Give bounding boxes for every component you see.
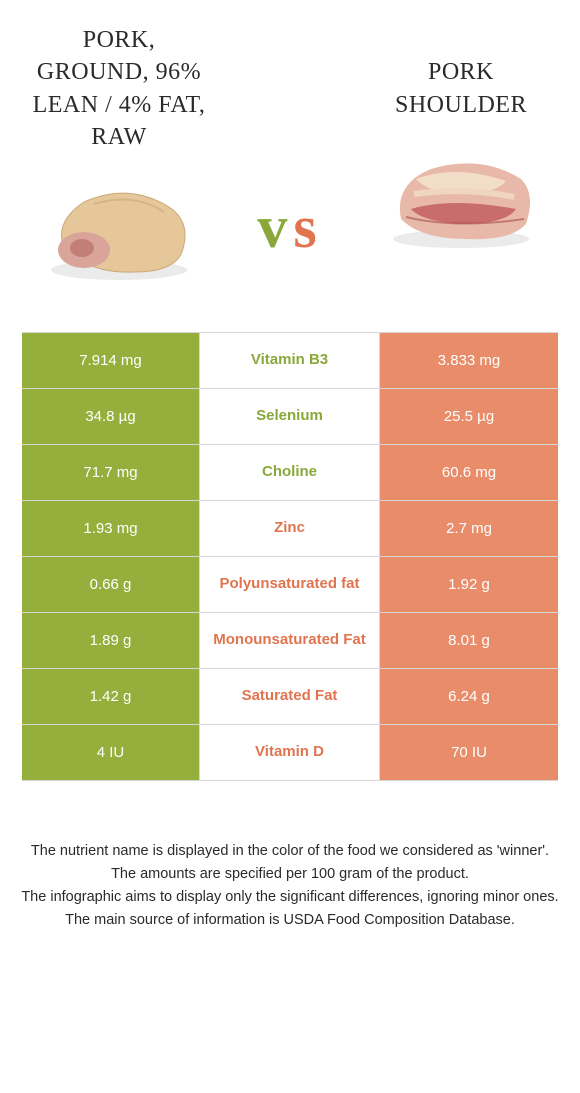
cell-right-value: 25.5 µg [380, 389, 558, 444]
cell-nutrient-label: Selenium [200, 389, 380, 444]
cell-nutrient-label: Vitamin B3 [200, 333, 380, 388]
cell-left-value: 0.66 g [22, 557, 200, 612]
footer-line-4: The main source of information is USDA F… [18, 910, 562, 931]
comparison-header: Pork, ground, 96% lean / 4% fat, raw vs … [0, 0, 580, 302]
cell-nutrient-label: Monounsaturated Fat [200, 613, 380, 668]
cell-left-value: 7.914 mg [22, 333, 200, 388]
cell-nutrient-label: Zinc [200, 501, 380, 556]
cell-right-value: 70 IU [380, 725, 558, 780]
cell-right-value: 8.01 g [380, 613, 558, 668]
product-left-title: Pork, ground, 96% lean / 4% fat, raw [24, 24, 214, 154]
nutrient-table: 7.914 mgVitamin B33.833 mg34.8 µgSeleniu… [22, 332, 558, 781]
vs-v: v [257, 194, 293, 260]
table-row: 34.8 µgSelenium25.5 µg [22, 389, 558, 445]
cell-right-value: 2.7 mg [380, 501, 558, 556]
cell-nutrient-label: Vitamin D [200, 725, 380, 780]
table-row: 1.42 gSaturated Fat6.24 g [22, 669, 558, 725]
cell-left-value: 1.42 g [22, 669, 200, 724]
cell-left-value: 71.7 mg [22, 445, 200, 500]
product-left: Pork, ground, 96% lean / 4% fat, raw [24, 24, 214, 292]
cell-right-value: 3.833 mg [380, 333, 558, 388]
cell-right-value: 60.6 mg [380, 445, 558, 500]
table-row: 7.914 mgVitamin B33.833 mg [22, 333, 558, 389]
product-right: Pork shoulder [366, 56, 556, 259]
cell-nutrient-label: Polyunsaturated fat [200, 557, 380, 612]
vs-s: s [293, 194, 322, 260]
cell-left-value: 1.93 mg [22, 501, 200, 556]
table-row: 0.66 gPolyunsaturated fat1.92 g [22, 557, 558, 613]
footer-line-1: The nutrient name is displayed in the co… [18, 841, 562, 862]
footer-notes: The nutrient name is displayed in the co… [0, 841, 580, 963]
cell-right-value: 1.92 g [380, 557, 558, 612]
table-row: 71.7 mgCholine60.6 mg [22, 445, 558, 501]
cell-left-value: 1.89 g [22, 613, 200, 668]
footer-line-2: The amounts are specified per 100 gram o… [18, 864, 562, 885]
cell-left-value: 4 IU [22, 725, 200, 780]
cell-nutrient-label: Choline [200, 445, 380, 500]
footer-line-3: The infographic aims to display only the… [18, 887, 562, 908]
table-row: 1.93 mgZinc2.7 mg [22, 501, 558, 557]
table-row: 1.89 gMonounsaturated Fat8.01 g [22, 613, 558, 669]
table-row: 4 IUVitamin D70 IU [22, 725, 558, 781]
cell-left-value: 34.8 µg [22, 389, 200, 444]
cell-right-value: 6.24 g [380, 669, 558, 724]
product-left-image [34, 172, 204, 292]
cell-nutrient-label: Saturated Fat [200, 669, 380, 724]
vs-label: vs [257, 193, 322, 262]
product-right-image [376, 139, 546, 259]
product-right-title: Pork shoulder [366, 56, 556, 121]
